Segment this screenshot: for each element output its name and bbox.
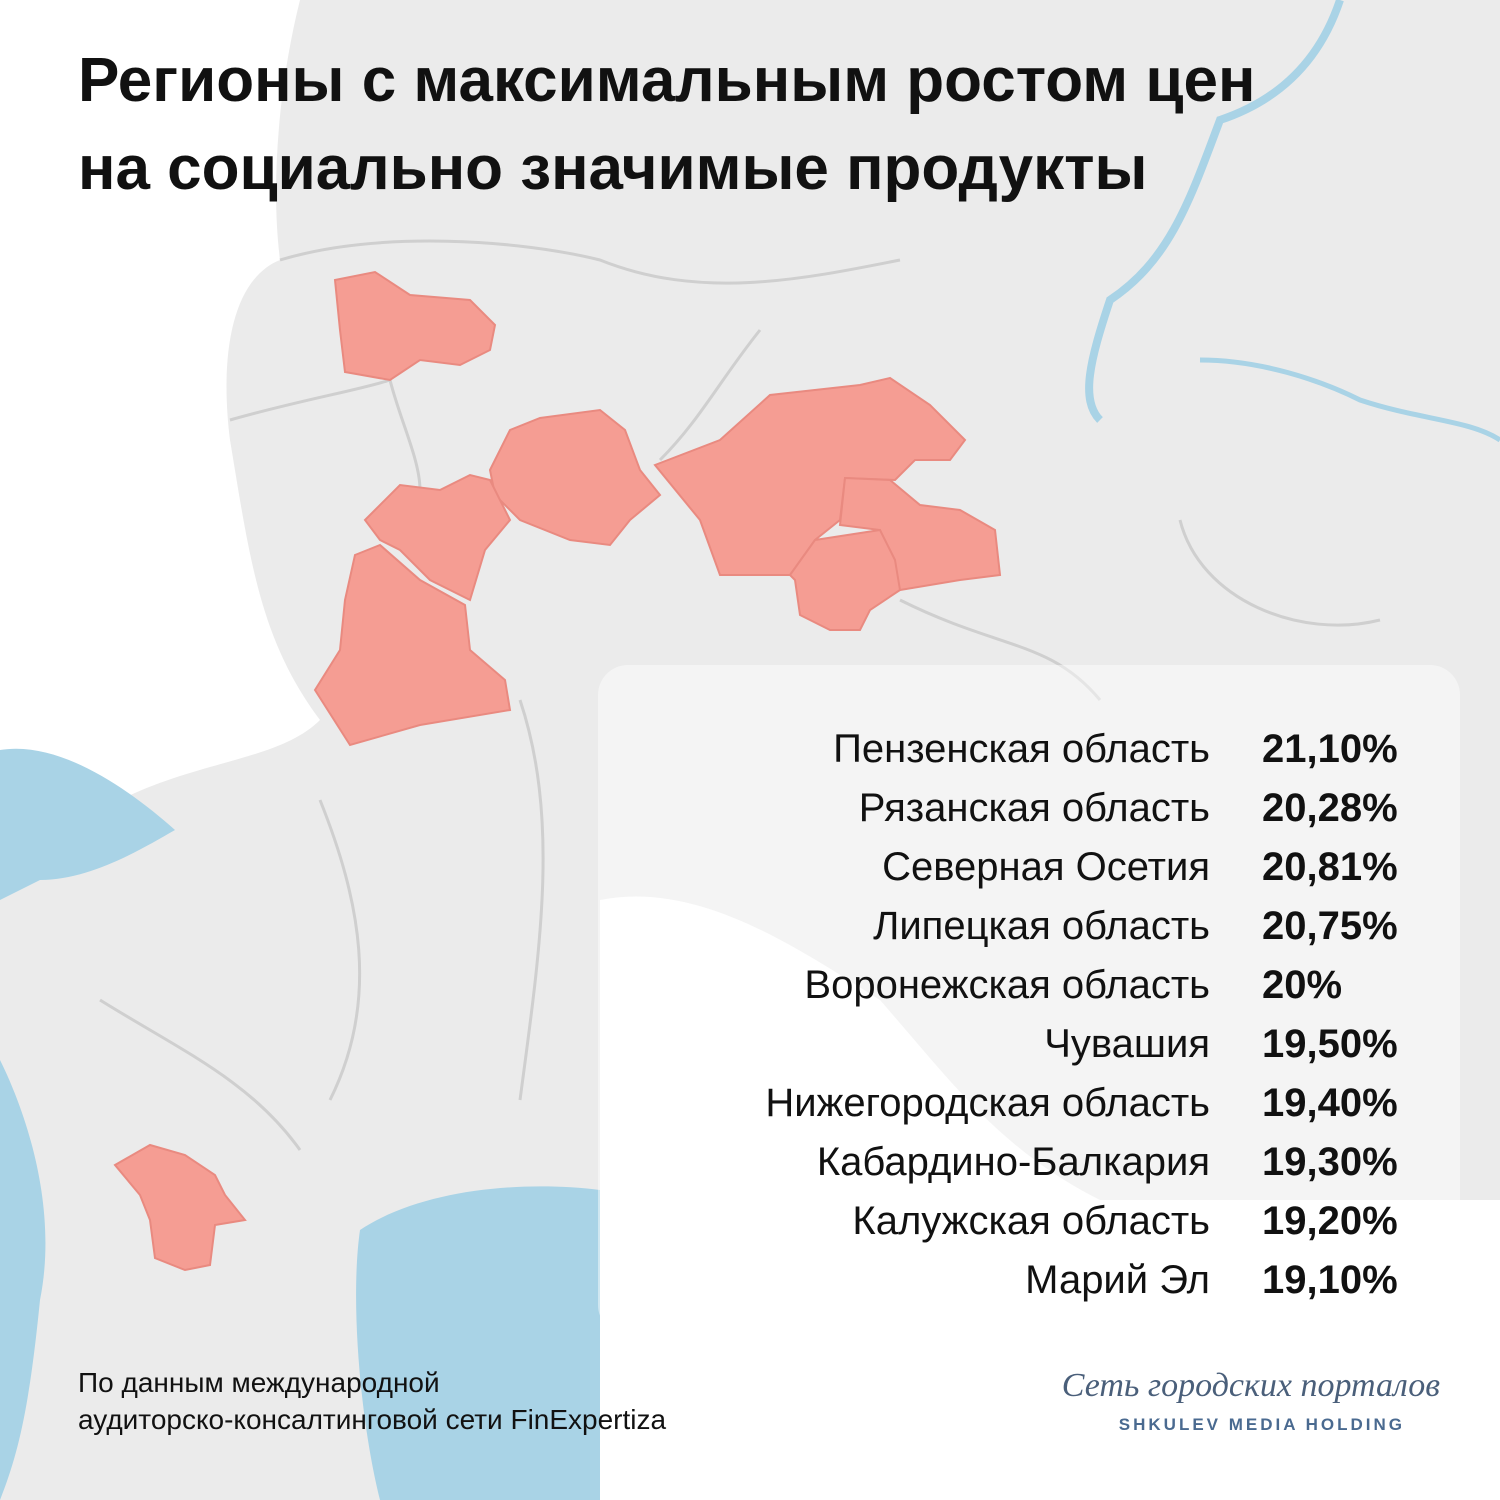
price-growth: 20,28% <box>1262 786 1398 830</box>
region-name: Чувашия <box>1044 1022 1210 1066</box>
region <box>488 408 662 547</box>
region <box>653 376 967 576</box>
outside-area <box>0 0 320 800</box>
price-growth: 19,30% <box>1262 1140 1398 1184</box>
price-growth: 19,40% <box>1262 1081 1398 1125</box>
price-growth: 19,50% <box>1262 1022 1398 1066</box>
region-name: Кабардино-Балкария <box>817 1140 1210 1184</box>
region-name: Пензенская область <box>833 727 1210 771</box>
region-name: Северная Осетия <box>882 845 1210 889</box>
logo-subtitle: SHKULEV MEDIA HOLDING <box>1119 1415 1405 1434</box>
price-growth: 19,20% <box>1262 1199 1398 1243</box>
region-border <box>99 239 1381 1151</box>
region-name: Калужская область <box>852 1199 1210 1243</box>
region-name: Марий Эл <box>1025 1258 1210 1302</box>
region <box>113 1143 247 1272</box>
river <box>1199 357 1500 443</box>
price-growth: 20% <box>1262 963 1342 1007</box>
logo: Сеть городских порталов <box>1062 1367 1440 1404</box>
outside-area <box>600 896 1500 1500</box>
region <box>788 528 902 631</box>
source: По данным международной <box>78 1367 440 1398</box>
price-growth: 20,81% <box>1262 845 1398 889</box>
region-name: Липецкая область <box>873 904 1210 948</box>
region <box>363 473 512 602</box>
title: Регионы с максимальным ростом цен <box>78 46 1255 115</box>
region-name: Нижегородская область <box>765 1081 1210 1125</box>
region <box>313 543 512 747</box>
sea <box>0 1060 46 1500</box>
title: на социально значимые продукты <box>78 134 1147 203</box>
legend-panel <box>598 665 1460 1335</box>
price-growth: 20,75% <box>1262 904 1398 948</box>
ranking-table: Пензенская область 21,10% Рязанская област… <box>765 727 1397 1302</box>
price-growth: 19,10% <box>1262 1258 1398 1302</box>
region <box>333 270 497 382</box>
region-name: Воронежская область <box>804 963 1210 1007</box>
price-growth: 21,10% <box>1262 727 1398 771</box>
region <box>838 476 1002 592</box>
river <box>1085 0 1344 423</box>
sea <box>0 748 175 900</box>
source: аудиторско-консалтинговой сети FinExpert… <box>78 1404 667 1435</box>
region-name: Рязанская область <box>859 786 1210 830</box>
